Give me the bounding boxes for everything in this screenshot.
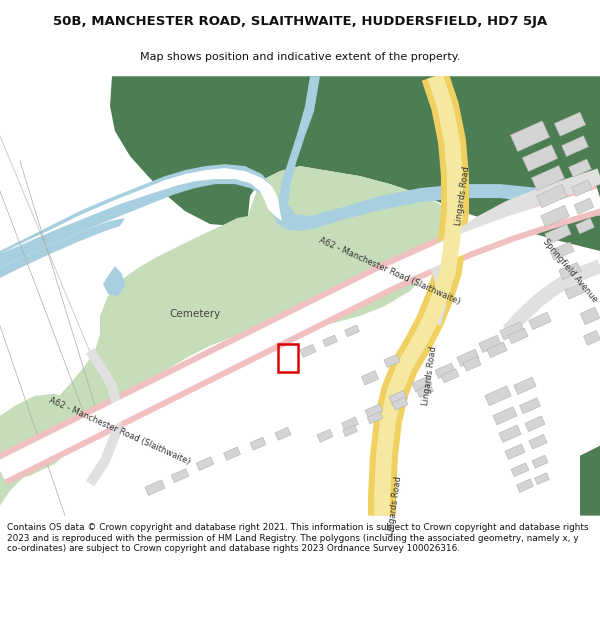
Polygon shape [441,369,459,382]
Polygon shape [535,473,550,484]
Polygon shape [575,218,595,234]
Polygon shape [532,455,548,468]
Text: 50B, MANCHESTER ROAD, SLAITHWAITE, HUDDERSFIELD, HD7 5JA: 50B, MANCHESTER ROAD, SLAITHWAITE, HUDDE… [53,15,547,28]
Polygon shape [499,425,521,442]
Polygon shape [0,182,600,485]
Polygon shape [541,205,569,227]
Polygon shape [300,344,316,357]
Polygon shape [574,198,594,214]
Polygon shape [565,282,585,299]
Polygon shape [425,255,448,326]
Polygon shape [580,307,600,324]
Text: Springfield Avenue: Springfield Avenue [541,238,599,304]
Polygon shape [103,266,125,296]
Polygon shape [523,145,557,171]
Polygon shape [505,444,525,459]
Polygon shape [317,429,333,442]
Text: Lingards Road: Lingards Road [421,346,439,406]
Polygon shape [487,342,507,357]
Polygon shape [250,438,266,450]
Polygon shape [572,180,592,196]
Polygon shape [0,189,600,479]
Polygon shape [343,425,358,437]
Polygon shape [511,121,550,151]
Polygon shape [416,384,433,398]
Polygon shape [500,322,524,340]
Polygon shape [511,462,529,477]
Polygon shape [145,480,165,496]
Polygon shape [392,398,408,410]
Polygon shape [520,398,541,414]
Polygon shape [550,242,574,260]
Polygon shape [435,363,455,379]
Polygon shape [384,354,400,367]
Polygon shape [0,168,282,254]
Polygon shape [0,166,450,506]
Polygon shape [0,76,600,268]
Polygon shape [525,416,545,431]
Text: Lingards Road: Lingards Road [454,166,472,226]
Polygon shape [532,166,565,191]
Polygon shape [493,407,517,425]
Polygon shape [365,404,383,418]
Bar [278,344,298,372]
Polygon shape [367,412,383,424]
Text: Lingards Road: Lingards Road [386,476,404,536]
Polygon shape [0,218,125,278]
Polygon shape [529,312,551,329]
Polygon shape [514,377,536,394]
Polygon shape [562,136,589,156]
Polygon shape [569,159,592,177]
Polygon shape [110,76,600,251]
Text: A62 - Manchester Road (Slaithwaite): A62 - Manchester Road (Slaithwaite) [318,236,462,306]
Polygon shape [389,391,407,405]
Polygon shape [584,331,600,345]
Polygon shape [86,348,123,486]
Polygon shape [485,386,511,406]
Polygon shape [368,72,469,516]
Polygon shape [361,371,379,385]
Polygon shape [344,325,359,337]
Polygon shape [275,428,291,440]
Text: A62 - Manchester Road (Slaithwaite): A62 - Manchester Road (Slaithwaite) [48,396,192,466]
Polygon shape [479,335,501,352]
Polygon shape [580,446,600,516]
Polygon shape [503,259,600,336]
Polygon shape [517,479,533,492]
Polygon shape [425,169,600,264]
Polygon shape [529,434,547,449]
Text: Cemetery: Cemetery [169,309,221,319]
Polygon shape [554,112,586,136]
Polygon shape [0,394,80,484]
Text: Contains OS data © Crown copyright and database right 2021. This information is : Contains OS data © Crown copyright and d… [7,523,589,553]
Polygon shape [323,335,337,347]
Polygon shape [412,376,432,392]
Polygon shape [463,356,481,371]
Polygon shape [224,447,241,461]
Polygon shape [545,224,571,244]
Polygon shape [508,328,528,344]
Polygon shape [171,469,189,482]
Polygon shape [457,349,479,366]
Polygon shape [536,184,568,208]
Text: Map shows position and indicative extent of the property.: Map shows position and indicative extent… [140,52,460,62]
Polygon shape [196,457,214,471]
Polygon shape [374,74,463,516]
Polygon shape [559,262,581,279]
Polygon shape [341,417,358,431]
